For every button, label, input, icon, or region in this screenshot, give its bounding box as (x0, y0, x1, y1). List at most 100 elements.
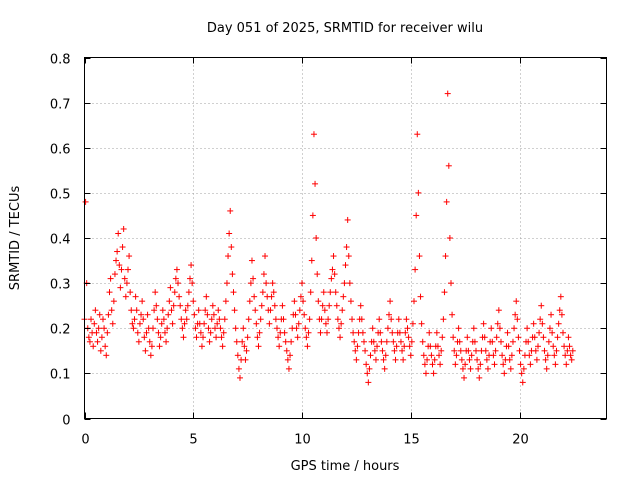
data-point (452, 361, 459, 368)
data-point (508, 352, 515, 359)
data-point (245, 316, 252, 323)
y-tick-label: 0.7 (50, 98, 71, 113)
data-point (281, 329, 288, 336)
data-point (408, 338, 415, 345)
data-point (558, 311, 565, 318)
data-point (269, 280, 276, 287)
data-point (548, 311, 555, 318)
data-point (403, 316, 410, 323)
data-point (307, 289, 314, 296)
data-point (86, 338, 93, 345)
data-point (241, 343, 248, 350)
data-point (415, 189, 422, 196)
data-point (155, 329, 162, 336)
data-point (150, 325, 157, 332)
data-point (251, 293, 258, 300)
data-point (107, 275, 114, 282)
data-point (201, 320, 208, 327)
data-point (118, 266, 125, 273)
data-point (344, 216, 351, 223)
data-point (204, 311, 211, 318)
data-point (310, 131, 317, 138)
data-point (443, 198, 450, 205)
data-point (181, 320, 188, 327)
data-point (263, 280, 270, 287)
data-point (206, 338, 213, 345)
data-point (233, 338, 240, 345)
data-point (509, 338, 516, 345)
x-axis-label: GPS time / hours (291, 459, 400, 474)
data-point (213, 334, 220, 341)
data-point (231, 307, 238, 314)
data-point (467, 365, 474, 372)
data-point (437, 361, 444, 368)
data-point (271, 302, 278, 309)
data-point (242, 356, 249, 363)
data-point (367, 352, 374, 359)
data-point (414, 131, 421, 138)
data-point (188, 262, 195, 269)
data-point (229, 271, 236, 278)
data-point (530, 320, 537, 327)
data-point (449, 311, 456, 318)
data-point (511, 325, 518, 332)
data-point (221, 316, 228, 323)
data-point (113, 257, 120, 264)
data-point (402, 329, 409, 336)
data-point (560, 329, 566, 336)
data-point (399, 347, 406, 354)
data-point (143, 329, 150, 336)
data-point (214, 320, 221, 327)
data-point (108, 307, 115, 314)
data-point (549, 329, 556, 336)
data-point (293, 325, 300, 332)
data-point (185, 289, 192, 296)
data-point (90, 343, 97, 350)
data-point (362, 347, 369, 354)
data-point (223, 280, 230, 287)
data-point (534, 343, 541, 350)
data-point (358, 316, 365, 323)
data-point (217, 325, 224, 332)
data-point (111, 271, 118, 278)
data-point (208, 316, 215, 323)
data-point (434, 343, 441, 350)
data-point (256, 329, 263, 336)
data-point (379, 347, 386, 354)
data-point (357, 302, 364, 309)
data-point (406, 343, 413, 350)
data-point (160, 316, 167, 323)
y-tick-label: 0.4 (50, 233, 71, 248)
data-point (462, 361, 469, 368)
data-point (190, 298, 197, 305)
data-point (203, 293, 210, 300)
data-point (314, 271, 321, 278)
data-point (565, 334, 572, 341)
data-point (409, 320, 416, 327)
x-tick-label: 20 (512, 433, 529, 448)
data-point (220, 329, 227, 336)
data-point (350, 329, 357, 336)
data-point (154, 316, 161, 323)
data-point (287, 352, 294, 359)
data-point (327, 289, 334, 296)
data-point (520, 365, 527, 372)
data-point (322, 320, 329, 327)
data-point (468, 352, 475, 359)
data-point (210, 311, 217, 318)
data-point (117, 284, 124, 291)
data-point (180, 334, 187, 341)
data-point (321, 307, 328, 314)
data-point (389, 329, 396, 336)
data-point (332, 289, 339, 296)
data-point (491, 361, 498, 368)
data-point (291, 298, 298, 305)
data-point (270, 289, 277, 296)
data-point (166, 298, 173, 305)
data-point (499, 352, 506, 359)
data-point (215, 307, 222, 314)
data-point (296, 307, 303, 314)
data-point (561, 343, 568, 350)
data-point (504, 329, 511, 336)
data-point (419, 338, 426, 345)
